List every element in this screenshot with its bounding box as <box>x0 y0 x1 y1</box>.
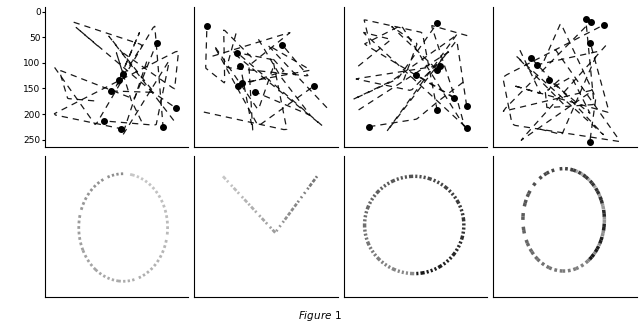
Text: $\it{Figure\ 1}$: $\it{Figure\ 1}$ <box>298 309 342 323</box>
